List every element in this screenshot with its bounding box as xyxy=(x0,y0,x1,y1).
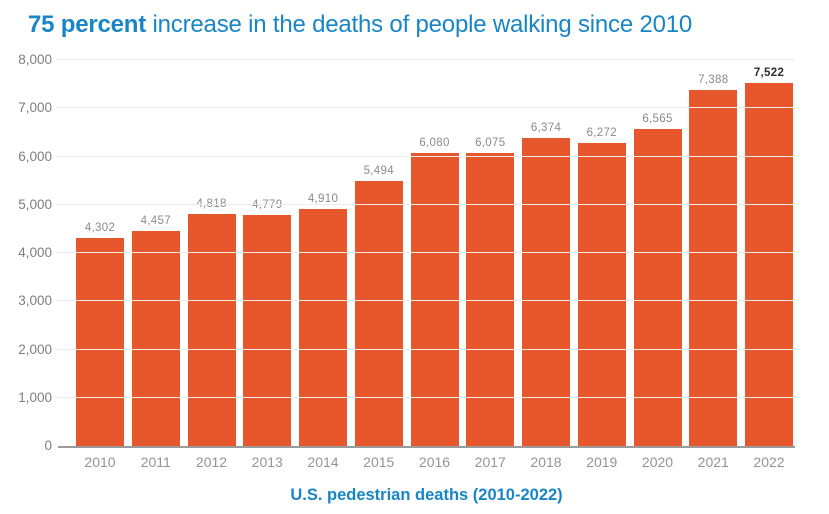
bar-value-label: 5,494 xyxy=(363,164,394,177)
bar-value-label: 4,818 xyxy=(196,197,227,210)
x-axis-tick-label: 2017 xyxy=(474,454,506,470)
bar-slot: 4,910 xyxy=(299,60,347,446)
x-axis-tick-label: 2013 xyxy=(251,454,283,470)
bar-value-label: 4,910 xyxy=(307,193,339,206)
bar xyxy=(354,180,403,446)
bar-value-label: 7,522 xyxy=(753,67,785,80)
bar-value-label: 6,374 xyxy=(530,122,562,135)
bar xyxy=(131,230,180,446)
bar-slot: 4,457 xyxy=(131,60,180,446)
bar-slot: 4,779 xyxy=(243,60,292,446)
gridline xyxy=(58,252,795,253)
bar-slot: 4,818 xyxy=(187,60,236,446)
gridline xyxy=(58,396,795,398)
bar-slot: 6,374 xyxy=(522,60,570,446)
bar-slot: 4,302 xyxy=(76,60,124,446)
gridline xyxy=(58,348,795,350)
bar-value-label: 6,075 xyxy=(475,136,506,149)
x-axis-tick-label: 2021 xyxy=(697,454,729,470)
gridline xyxy=(58,155,795,157)
bar-slot: 6,075 xyxy=(466,60,515,446)
x-axis-tick-label: 2012 xyxy=(195,454,228,470)
bar-value-label: 6,272 xyxy=(586,127,617,140)
y-axis-tick-label: 4,000 xyxy=(18,245,52,260)
bar-value-label: 4,302 xyxy=(84,222,116,235)
y-axis-tick-label: 1,000 xyxy=(18,389,52,405)
bar xyxy=(633,129,682,446)
gridline xyxy=(58,59,795,60)
x-axis-tick-label: 2020 xyxy=(641,454,674,470)
bar xyxy=(577,143,626,446)
bar xyxy=(76,238,124,446)
y-axis-tick-label: 2,000 xyxy=(18,341,52,357)
bar-slot: 7,388 xyxy=(689,60,738,446)
x-axis-tick-label: 2019 xyxy=(586,454,618,470)
bar-value-label: 4,779 xyxy=(252,199,283,212)
chart-title: 75 percent increase in the deaths of peo… xyxy=(0,0,829,40)
y-axis-tick-label: 0 xyxy=(44,438,52,453)
y-axis-tick-label: 3,000 xyxy=(18,293,52,309)
y-axis-tick-label: 6,000 xyxy=(18,148,52,164)
y-axis-tick-label: 8,000 xyxy=(18,52,52,67)
bar xyxy=(522,138,570,446)
bar-slot: 6,272 xyxy=(577,60,626,446)
x-axis-tick-label: 2022 xyxy=(753,454,785,470)
bar xyxy=(187,213,236,446)
bars-container: 4,302 4,457 4,818 4,779 4,910 5,494 6,080 6,075… xyxy=(58,60,795,446)
bar-value-label: 6,565 xyxy=(642,113,673,126)
bar-value-label: 7,388 xyxy=(698,73,729,86)
x-axis-tick-label: 2016 xyxy=(418,454,451,470)
y-axis-tick-label: 7,000 xyxy=(18,100,52,116)
bar-value-label: 6,080 xyxy=(419,136,450,149)
bar-slot: 6,565 xyxy=(633,60,682,446)
chart-title-rest: increase in the deaths of people walking… xyxy=(146,11,693,38)
gridline xyxy=(58,300,795,302)
bar-slot: 5,494 xyxy=(354,60,403,446)
bar xyxy=(745,83,793,446)
bar-value-label: 4,457 xyxy=(140,214,171,227)
x-axis-tick-label: 2014 xyxy=(307,454,339,470)
bar xyxy=(689,89,738,446)
x-axis: 2010 2011 2012 2013 2014 2015 2016 2017 2018 2019… xyxy=(58,448,795,470)
bar xyxy=(299,209,347,446)
y-axis: 0 1,000 2,000 3,000 4,000 5,000 6,000 7,000 8,00… xyxy=(0,52,58,453)
gridline xyxy=(58,107,795,109)
chart-caption: U.S. pedestrian deaths (2010-2022) xyxy=(290,486,563,504)
bar-slot: 6,080 xyxy=(410,60,459,446)
bar-slot: 7,522 xyxy=(745,60,793,446)
plot-area: 4,302 4,457 4,818 4,779 4,910 5,494 6,080 6,075… xyxy=(58,59,795,448)
x-axis-tick-label: 2011 xyxy=(140,454,171,470)
bar xyxy=(243,215,292,446)
y-axis-tick-label: 5,000 xyxy=(18,196,52,212)
x-axis-tick-label: 2015 xyxy=(363,454,395,470)
x-axis-tick-label: 2010 xyxy=(84,454,116,470)
bar-chart: 0 1,000 2,000 3,000 4,000 5,000 6,000 7,000 8,00… xyxy=(0,52,795,453)
gridline xyxy=(58,203,795,205)
x-axis-tick-label: 2018 xyxy=(530,454,562,470)
chart-title-emphasis: 75 percent xyxy=(28,11,147,38)
